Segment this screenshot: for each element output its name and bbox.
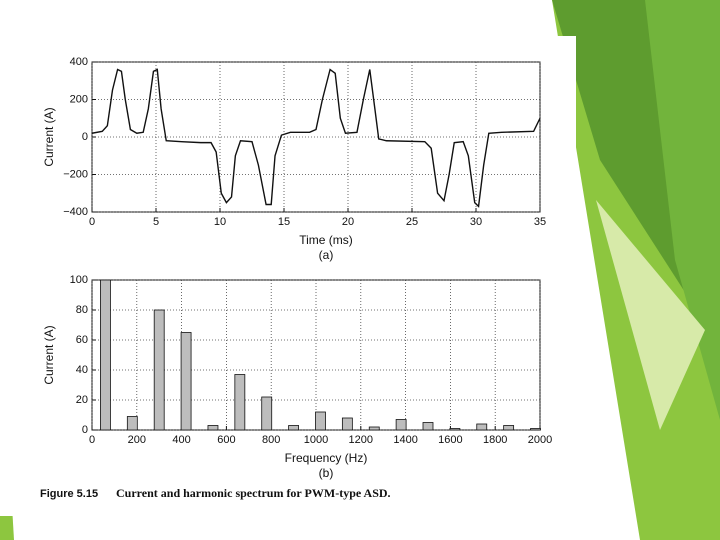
bar: [126, 416, 138, 431]
figure-area: [0, 0, 552, 36]
y-tick-label: 40: [76, 364, 88, 376]
sub-label: (a): [319, 248, 334, 262]
figure-caption: Current and harmonic spectrum for PWM-ty…: [116, 486, 391, 500]
bar: [368, 426, 380, 431]
x-tick-label: 2000: [528, 434, 552, 446]
y-axis-label: Current (A): [42, 107, 56, 166]
x-tick-label: 30: [470, 216, 482, 228]
y-tick-label: −200: [63, 168, 88, 180]
x-tick-label: 10: [214, 216, 226, 228]
x-tick-label: 5: [153, 216, 159, 228]
y-axis-label: Current (A): [42, 325, 56, 384]
x-axis-label: Time (ms): [299, 233, 353, 247]
bar: [180, 332, 192, 431]
bar: [449, 428, 461, 431]
decor: [596, 200, 705, 430]
figure-label: Figure 5.15: [40, 488, 98, 500]
x-tick-label: 1000: [304, 434, 328, 446]
bar: [476, 423, 488, 431]
y-tick-label: 0: [82, 424, 88, 436]
x-tick-label: 35: [534, 216, 546, 228]
bar: [207, 425, 219, 431]
x-tick-label: 1400: [393, 434, 417, 446]
bar: [395, 419, 407, 431]
bar: [288, 425, 300, 431]
x-tick-label: 800: [262, 434, 280, 446]
x-tick-label: 0: [89, 434, 95, 446]
bar: [341, 417, 353, 431]
y-tick-label: 400: [70, 56, 88, 68]
bar: [315, 411, 326, 431]
x-tick-label: 1800: [483, 434, 507, 446]
bar: [530, 428, 541, 431]
x-tick-label: 200: [128, 434, 146, 446]
y-tick-label: 100: [70, 274, 88, 286]
x-tick-label: 20: [342, 216, 354, 228]
x-tick-label: 1600: [438, 434, 462, 446]
bar: [422, 422, 434, 431]
y-tick-label: 60: [76, 334, 88, 346]
line: [91, 68, 541, 208]
y-tick-label: −400: [63, 206, 88, 218]
y-tick-label: 0: [82, 131, 88, 143]
y-tick-label: 80: [76, 304, 88, 316]
bar: [100, 279, 111, 431]
x-axis-label: Frequency (Hz): [285, 451, 368, 465]
y-tick-label: 20: [76, 394, 88, 406]
sub-label: (b): [319, 466, 334, 480]
y-tick-label: 200: [70, 93, 88, 105]
x-tick-label: 1200: [349, 434, 373, 446]
bar: [261, 396, 273, 431]
x-tick-label: 600: [217, 434, 235, 446]
x-tick-label: 25: [406, 216, 418, 228]
bar: [234, 374, 246, 431]
x-tick-label: 15: [278, 216, 290, 228]
bar: [153, 309, 165, 431]
x-tick-label: 0: [89, 216, 95, 228]
decor: [645, 0, 720, 420]
x-tick-label: 400: [172, 434, 190, 446]
bar: [503, 425, 515, 431]
